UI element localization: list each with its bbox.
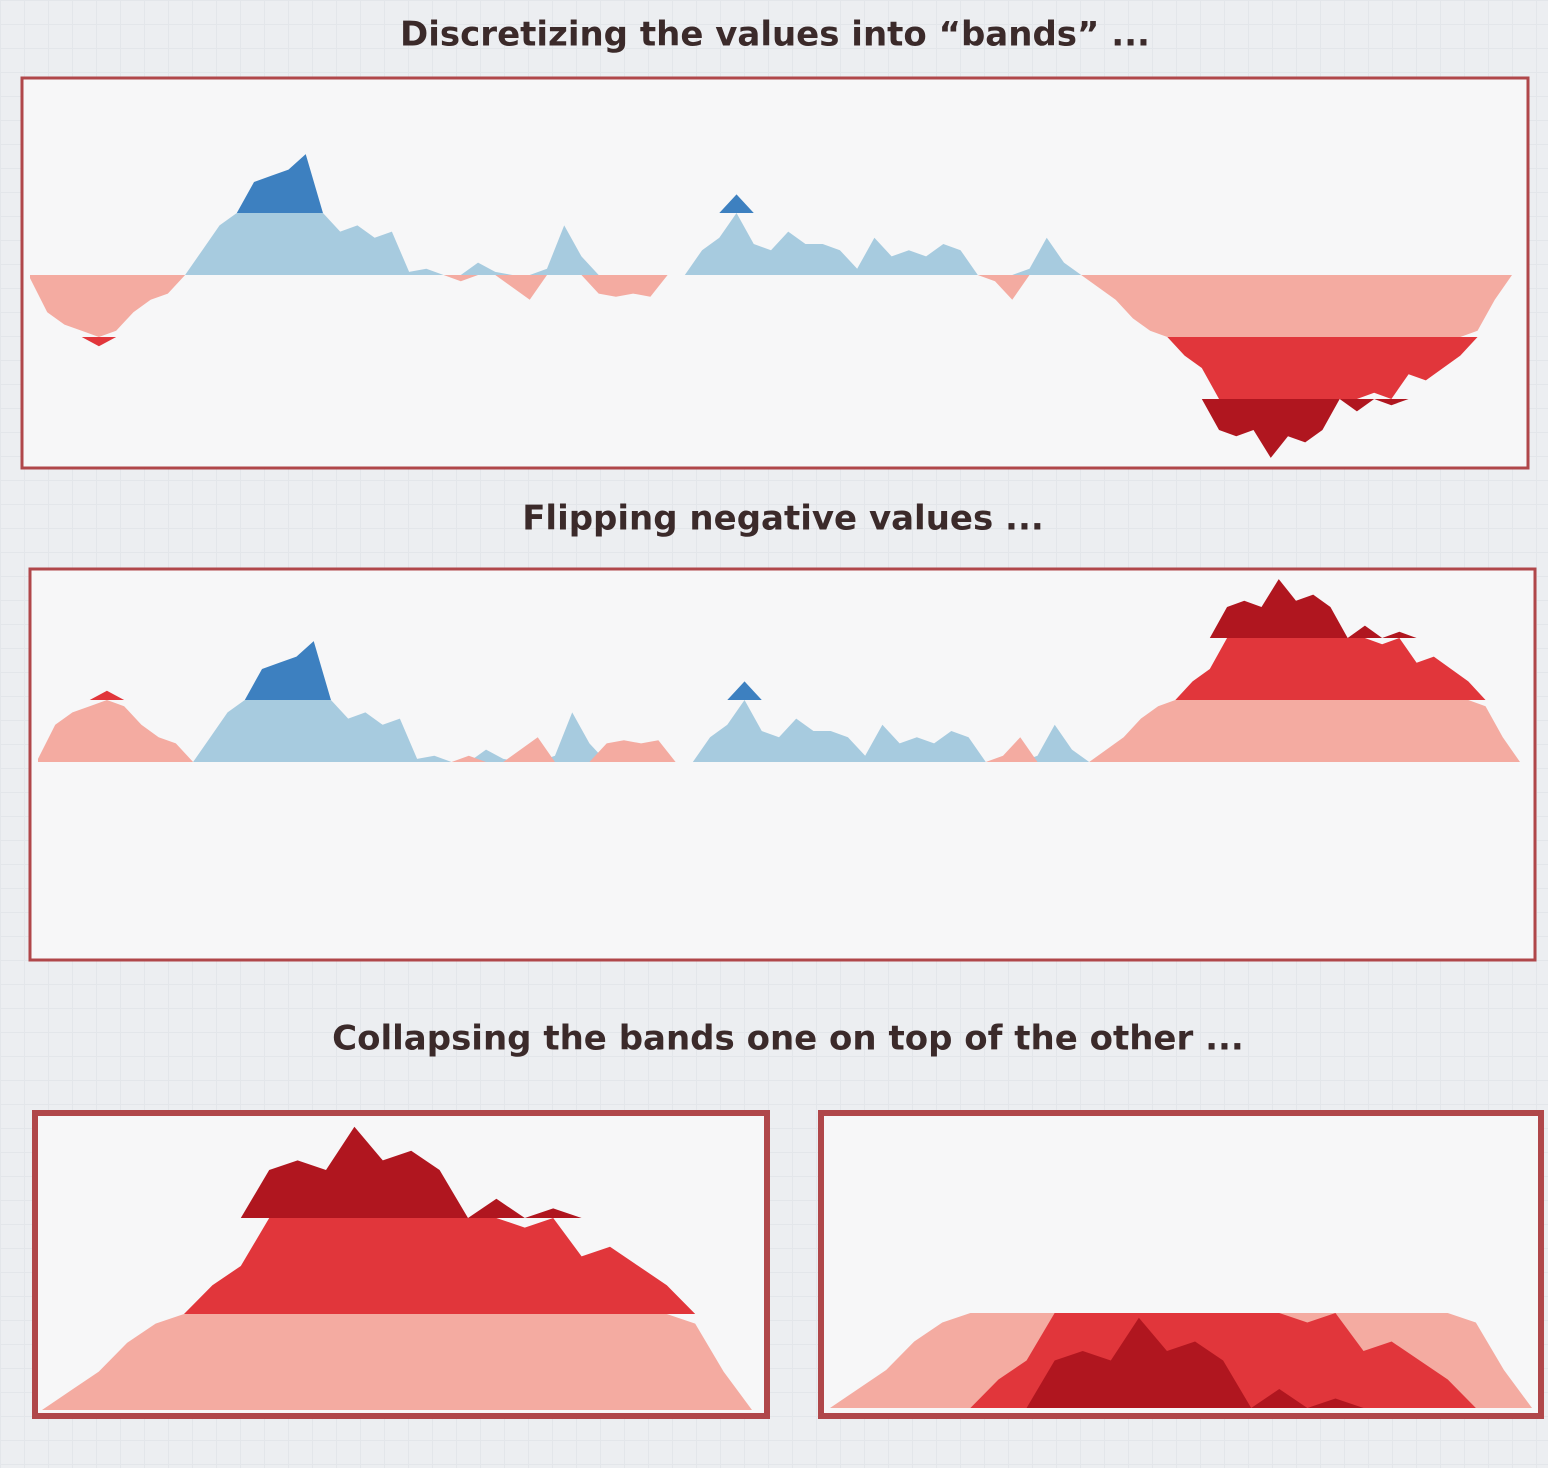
band-area (38, 700, 1520, 762)
band-area (38, 638, 1520, 700)
band-area (42, 1314, 752, 1410)
band-area (30, 399, 1512, 458)
band-area (30, 213, 1512, 275)
band-area (30, 275, 1512, 337)
panel-title: Collapsing the bands one on top of the o… (332, 1019, 1244, 1059)
band-area (830, 1317, 1532, 1408)
panel-title: Discretizing the values into “bands” ... (400, 15, 1150, 55)
panel-title: Flipping negative values ... (522, 499, 1044, 539)
band-area (38, 579, 1520, 638)
band-area (42, 1126, 752, 1218)
band-area (38, 700, 1520, 762)
band-area (42, 1218, 752, 1314)
band-area (30, 337, 1512, 399)
